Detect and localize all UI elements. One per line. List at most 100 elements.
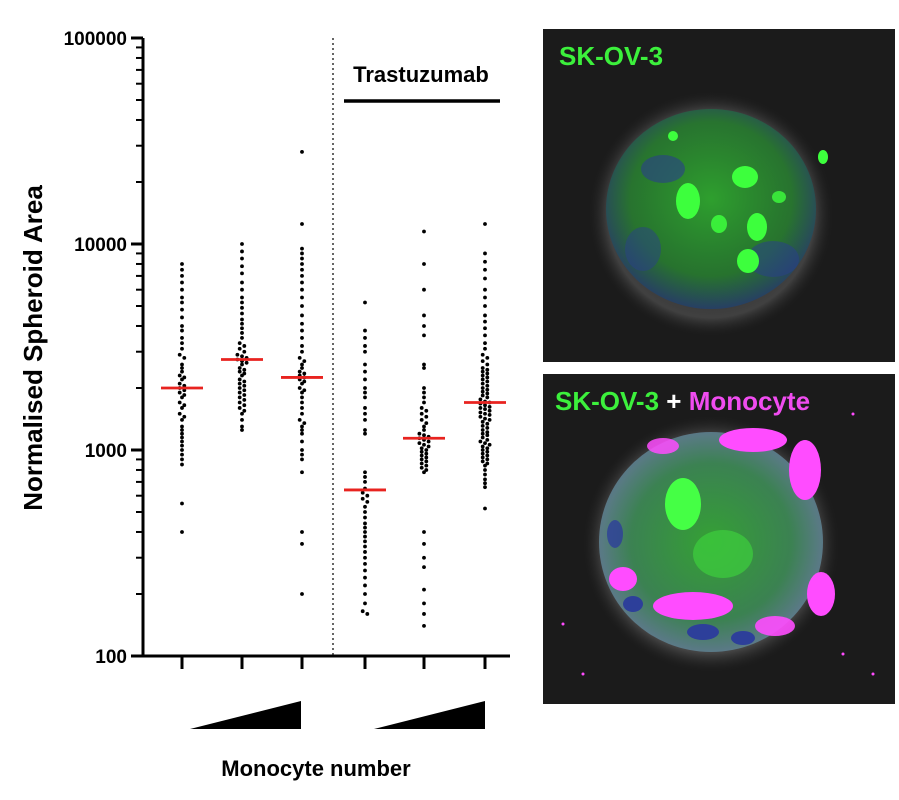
data-point (300, 400, 304, 405)
data-point (422, 587, 426, 592)
data-point (483, 403, 487, 408)
monocyte-gradient-wedge-untreated (190, 701, 301, 729)
label-plus: + (666, 386, 682, 416)
data-point (300, 448, 304, 452)
data-point (483, 441, 487, 446)
spheroid-image (589, 92, 833, 336)
data-point (422, 333, 426, 338)
data-point (300, 336, 304, 340)
data-point (485, 449, 490, 454)
data-point (419, 449, 424, 454)
data-point (485, 379, 490, 384)
data-point (237, 390, 242, 395)
data-point (300, 411, 304, 416)
data-point (480, 435, 485, 440)
data-point (180, 417, 184, 422)
data-point (300, 313, 304, 318)
data-point (240, 336, 244, 340)
data-point (360, 609, 365, 614)
data-point (300, 287, 304, 292)
data-point (422, 470, 426, 475)
data-point (300, 267, 304, 272)
treatment-label: Trastuzumab (353, 62, 489, 87)
data-point (237, 369, 242, 374)
data-point (300, 362, 304, 367)
data-point (363, 362, 367, 367)
data-point (180, 315, 184, 320)
data-point (480, 393, 485, 398)
data-point (180, 280, 184, 285)
data-point (177, 411, 182, 416)
data-point (483, 319, 487, 324)
data-point (180, 457, 184, 462)
data-point (180, 262, 184, 266)
data-point (419, 411, 424, 416)
data-point (480, 366, 485, 370)
data-point (422, 362, 426, 367)
data-point (419, 457, 424, 462)
data-point (240, 411, 244, 416)
data-point (480, 352, 485, 357)
data-point (180, 328, 184, 333)
data-point (365, 493, 370, 498)
y-tick-label: 100000 (64, 29, 127, 50)
data-point (180, 406, 184, 410)
data-point (180, 362, 184, 367)
data-point (180, 307, 184, 312)
data-point (237, 400, 242, 405)
data-point (424, 414, 429, 419)
data-point (424, 463, 429, 468)
data-point (363, 592, 367, 596)
data-point (483, 333, 487, 338)
data-point (483, 326, 487, 331)
data-point (297, 386, 302, 390)
data-point (237, 366, 242, 370)
data-point (422, 565, 426, 570)
data-point (485, 433, 490, 438)
data-point (424, 408, 429, 413)
y-axis-label: Normalised Spheroid Area (18, 185, 48, 511)
y-tick-label: 100 (95, 647, 127, 668)
data-point (240, 256, 244, 261)
data-point (237, 386, 242, 390)
data-point (417, 431, 422, 436)
data-point (180, 424, 184, 429)
data-point (297, 369, 302, 374)
data-point (483, 407, 487, 411)
data-point (180, 287, 184, 292)
data-point (363, 539, 367, 544)
data-point (483, 313, 487, 318)
data-point (240, 271, 244, 276)
data-point (242, 344, 247, 348)
data-point (363, 344, 367, 348)
data-point (483, 295, 487, 300)
data-point (300, 280, 304, 285)
data-point (363, 395, 367, 400)
micrograph-sk-ov-3-monocyte: SK-OV-3 + Monocyte (543, 374, 895, 704)
data-point (480, 444, 485, 449)
data-point (242, 379, 247, 384)
data-point (240, 373, 244, 378)
data-point (478, 406, 483, 410)
data-point (485, 446, 490, 451)
data-point (485, 367, 490, 372)
data-point (300, 251, 304, 256)
data-point (300, 542, 304, 546)
data-point (363, 583, 367, 588)
data-point (422, 366, 426, 370)
data-point (180, 530, 184, 534)
data-point (363, 521, 367, 526)
data-point (422, 428, 426, 432)
data-point (363, 555, 367, 560)
data-point (182, 393, 187, 397)
data-point (180, 324, 184, 328)
data-point (302, 421, 307, 426)
data-point (480, 373, 485, 378)
data-point (240, 280, 244, 285)
data-point (483, 222, 487, 226)
data-point (300, 366, 304, 370)
data-point (300, 381, 304, 386)
data-point (300, 295, 304, 300)
data-point (237, 377, 242, 382)
data-point (242, 349, 247, 354)
